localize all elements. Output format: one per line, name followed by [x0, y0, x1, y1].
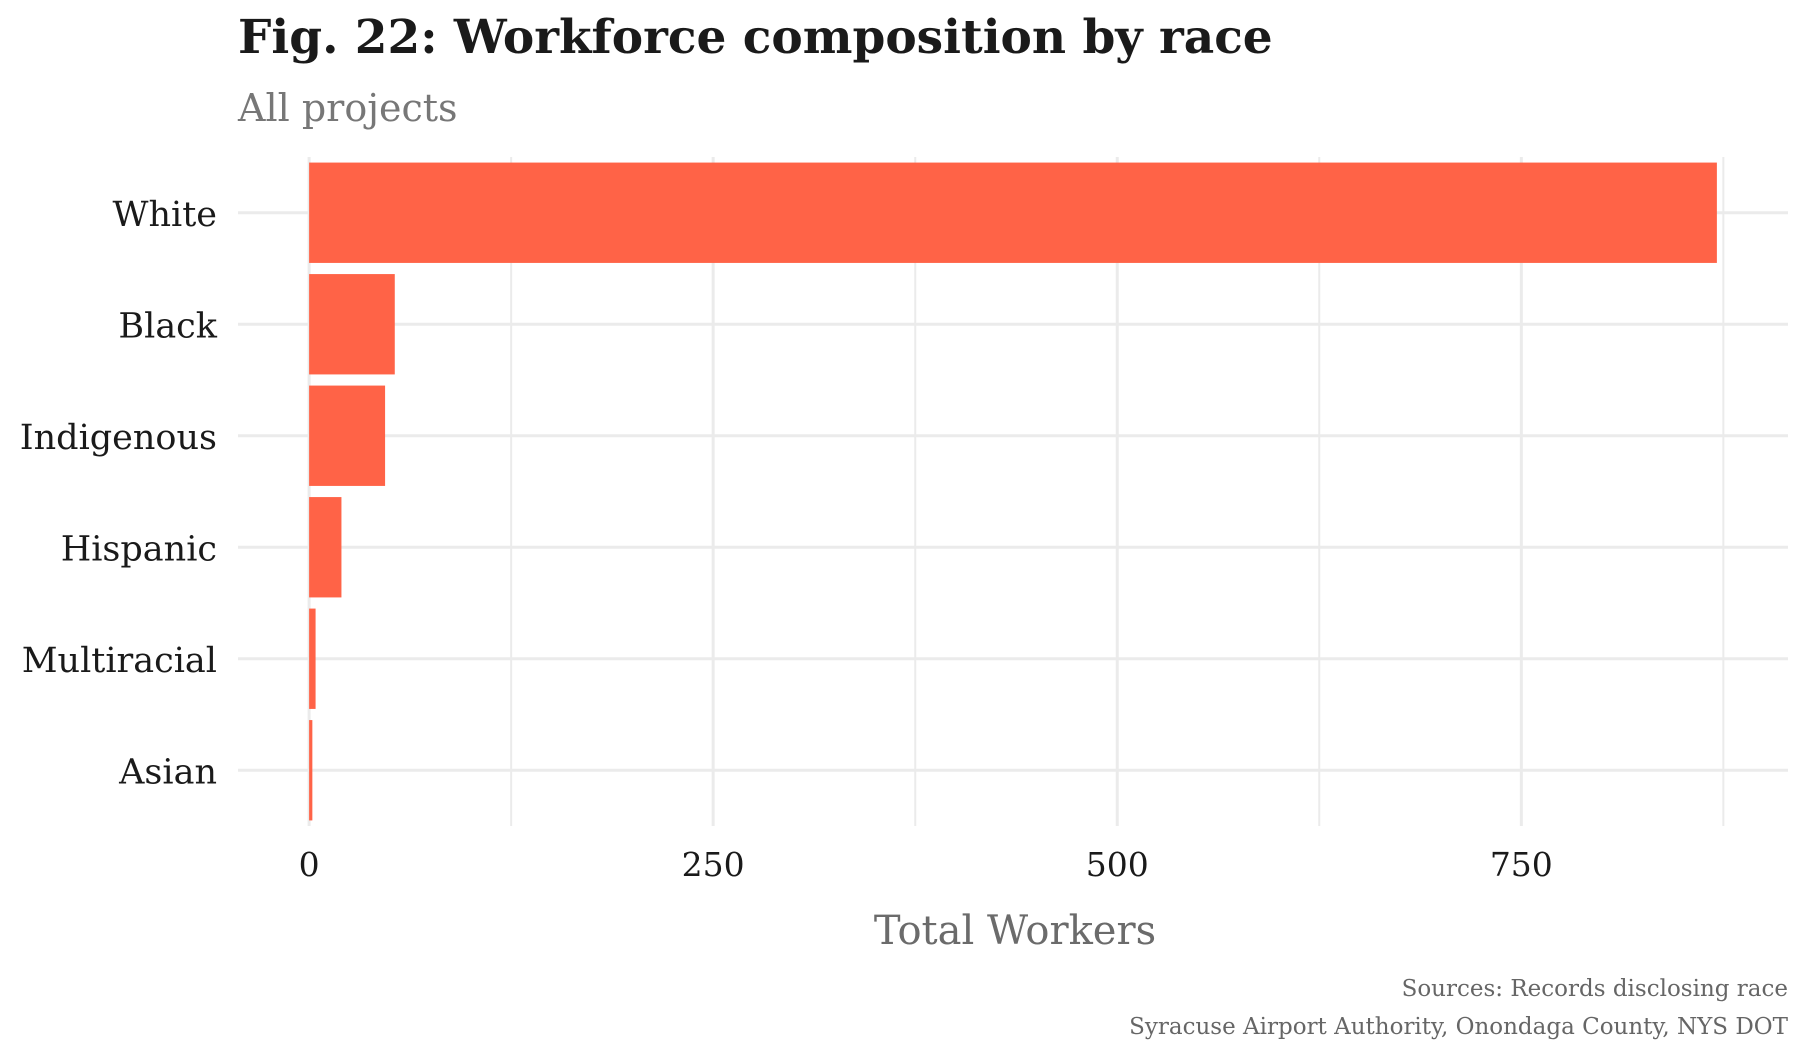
category-label: Hispanic [61, 529, 217, 569]
chart-subtitle: All projects [238, 86, 458, 130]
x-tick-label: 500 [1086, 845, 1149, 884]
bar-indigenous [309, 385, 386, 486]
category-label: Indigenous [20, 418, 217, 458]
x-tick-labels: 0 250 500 750 [299, 845, 1553, 884]
category-labels: White Black Indigenous Hispanic Multiracial A… [20, 195, 218, 793]
caption-agencies: Syracuse Airport Authority, Onondaga Cou… [1129, 1014, 1788, 1040]
x-tick-label: 250 [682, 845, 745, 884]
bar-hispanic [309, 497, 342, 598]
bars [309, 162, 1717, 821]
x-axis-title: Total Workers [874, 908, 1156, 954]
category-label: Multiracial [22, 641, 217, 681]
bar-asian [309, 720, 313, 821]
x-tick-label: 750 [1490, 845, 1553, 884]
chart-title: Fig. 22: Workforce composition by race [238, 10, 1273, 65]
category-label: White [113, 195, 218, 235]
category-label: Asian [118, 752, 217, 792]
bar-multiracial [309, 608, 316, 709]
category-label: Black [118, 306, 217, 346]
bar-white [309, 162, 1717, 263]
x-tick-label: 0 [299, 845, 320, 884]
bar-black [309, 274, 395, 375]
caption-sources: Sources: Records disclosing race [1401, 976, 1788, 1002]
